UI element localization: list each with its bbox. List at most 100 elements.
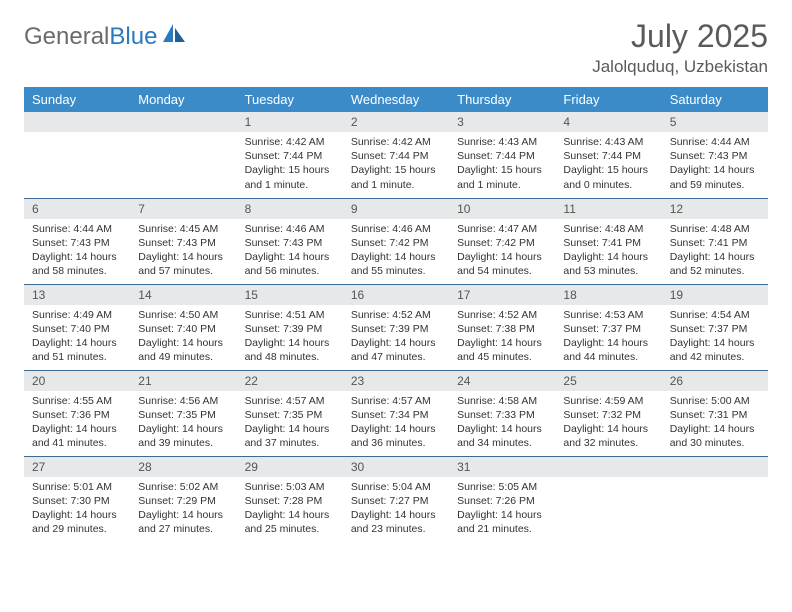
day-number-bar: 15 [237, 285, 343, 305]
day-number-bar: 18 [555, 285, 661, 305]
sunset-text: Sunset: 7:43 PM [670, 149, 760, 163]
logo: GeneralBlue [24, 22, 187, 51]
sunset-text: Sunset: 7:36 PM [32, 408, 122, 422]
sunset-text: Sunset: 7:31 PM [670, 408, 760, 422]
day-content: Sunrise: 4:55 AMSunset: 7:36 PMDaylight:… [24, 391, 130, 455]
sunrise-text: Sunrise: 4:50 AM [138, 308, 228, 322]
sunrise-text: Sunrise: 4:52 AM [351, 308, 441, 322]
sunset-text: Sunset: 7:44 PM [563, 149, 653, 163]
day-content: Sunrise: 4:44 AMSunset: 7:43 PMDaylight:… [24, 219, 130, 283]
day-number-bar: 28 [130, 457, 236, 477]
weekday-header: Thursday [449, 87, 555, 112]
day-content: Sunrise: 4:57 AMSunset: 7:35 PMDaylight:… [237, 391, 343, 455]
sunrise-text: Sunrise: 4:57 AM [245, 394, 335, 408]
day-number-bar: 21 [130, 371, 236, 391]
daylight-text: Daylight: 14 hours and 53 minutes. [563, 250, 653, 278]
day-number-bar [662, 457, 768, 477]
sunrise-text: Sunrise: 4:42 AM [351, 135, 441, 149]
daylight-text: Daylight: 14 hours and 34 minutes. [457, 422, 547, 450]
sunrise-text: Sunrise: 4:57 AM [351, 394, 441, 408]
day-number-bar [555, 457, 661, 477]
calendar-day-cell: 17Sunrise: 4:52 AMSunset: 7:38 PMDayligh… [449, 284, 555, 370]
sunset-text: Sunset: 7:29 PM [138, 494, 228, 508]
daylight-text: Daylight: 14 hours and 58 minutes. [32, 250, 122, 278]
sunrise-text: Sunrise: 4:55 AM [32, 394, 122, 408]
day-content: Sunrise: 4:49 AMSunset: 7:40 PMDaylight:… [24, 305, 130, 369]
sunset-text: Sunset: 7:43 PM [138, 236, 228, 250]
sunrise-text: Sunrise: 4:58 AM [457, 394, 547, 408]
calendar-day-cell: 9Sunrise: 4:46 AMSunset: 7:42 PMDaylight… [343, 198, 449, 284]
day-content: Sunrise: 4:46 AMSunset: 7:42 PMDaylight:… [343, 219, 449, 283]
sunrise-text: Sunrise: 4:42 AM [245, 135, 335, 149]
daylight-text: Daylight: 14 hours and 27 minutes. [138, 508, 228, 536]
day-number-bar: 20 [24, 371, 130, 391]
calendar-day-cell [130, 112, 236, 198]
sunrise-text: Sunrise: 5:00 AM [670, 394, 760, 408]
sunrise-text: Sunrise: 5:02 AM [138, 480, 228, 494]
calendar-day-cell: 14Sunrise: 4:50 AMSunset: 7:40 PMDayligh… [130, 284, 236, 370]
day-content: Sunrise: 4:54 AMSunset: 7:37 PMDaylight:… [662, 305, 768, 369]
sunrise-text: Sunrise: 4:53 AM [563, 308, 653, 322]
sunset-text: Sunset: 7:41 PM [563, 236, 653, 250]
day-number-bar: 26 [662, 371, 768, 391]
day-content: Sunrise: 5:01 AMSunset: 7:30 PMDaylight:… [24, 477, 130, 541]
day-content: Sunrise: 4:48 AMSunset: 7:41 PMDaylight:… [555, 219, 661, 283]
day-content: Sunrise: 4:43 AMSunset: 7:44 PMDaylight:… [555, 132, 661, 196]
sunrise-text: Sunrise: 4:49 AM [32, 308, 122, 322]
calendar-day-cell: 21Sunrise: 4:56 AMSunset: 7:35 PMDayligh… [130, 370, 236, 456]
calendar-day-cell: 22Sunrise: 4:57 AMSunset: 7:35 PMDayligh… [237, 370, 343, 456]
weekday-header: Tuesday [237, 87, 343, 112]
day-number-bar: 7 [130, 199, 236, 219]
sunrise-text: Sunrise: 5:04 AM [351, 480, 441, 494]
day-number-bar: 22 [237, 371, 343, 391]
daylight-text: Daylight: 14 hours and 47 minutes. [351, 336, 441, 364]
sunset-text: Sunset: 7:38 PM [457, 322, 547, 336]
sunset-text: Sunset: 7:39 PM [245, 322, 335, 336]
daylight-text: Daylight: 14 hours and 54 minutes. [457, 250, 547, 278]
calendar-day-cell: 8Sunrise: 4:46 AMSunset: 7:43 PMDaylight… [237, 198, 343, 284]
sunrise-text: Sunrise: 4:46 AM [245, 222, 335, 236]
calendar-day-cell: 6Sunrise: 4:44 AMSunset: 7:43 PMDaylight… [24, 198, 130, 284]
calendar-day-cell: 5Sunrise: 4:44 AMSunset: 7:43 PMDaylight… [662, 112, 768, 198]
day-content: Sunrise: 5:04 AMSunset: 7:27 PMDaylight:… [343, 477, 449, 541]
calendar-day-cell: 31Sunrise: 5:05 AMSunset: 7:26 PMDayligh… [449, 456, 555, 542]
sunrise-text: Sunrise: 4:48 AM [563, 222, 653, 236]
day-number-bar: 8 [237, 199, 343, 219]
sunrise-text: Sunrise: 4:51 AM [245, 308, 335, 322]
day-number-bar: 24 [449, 371, 555, 391]
sunrise-text: Sunrise: 4:56 AM [138, 394, 228, 408]
day-content: Sunrise: 5:02 AMSunset: 7:29 PMDaylight:… [130, 477, 236, 541]
sunset-text: Sunset: 7:43 PM [245, 236, 335, 250]
sunset-text: Sunset: 7:34 PM [351, 408, 441, 422]
daylight-text: Daylight: 14 hours and 49 minutes. [138, 336, 228, 364]
calendar-week-row: 27Sunrise: 5:01 AMSunset: 7:30 PMDayligh… [24, 456, 768, 542]
sunset-text: Sunset: 7:30 PM [32, 494, 122, 508]
weekday-header: Friday [555, 87, 661, 112]
daylight-text: Daylight: 15 hours and 1 minute. [245, 163, 335, 191]
sunset-text: Sunset: 7:35 PM [138, 408, 228, 422]
weekday-header: Wednesday [343, 87, 449, 112]
calendar-page: GeneralBlue July 2025 Jalolquduq, Uzbeki… [0, 0, 792, 560]
day-content: Sunrise: 4:52 AMSunset: 7:38 PMDaylight:… [449, 305, 555, 369]
calendar-day-cell: 10Sunrise: 4:47 AMSunset: 7:42 PMDayligh… [449, 198, 555, 284]
calendar-day-cell: 11Sunrise: 4:48 AMSunset: 7:41 PMDayligh… [555, 198, 661, 284]
day-content: Sunrise: 4:59 AMSunset: 7:32 PMDaylight:… [555, 391, 661, 455]
sunset-text: Sunset: 7:39 PM [351, 322, 441, 336]
sunset-text: Sunset: 7:37 PM [563, 322, 653, 336]
calendar-day-cell: 13Sunrise: 4:49 AMSunset: 7:40 PMDayligh… [24, 284, 130, 370]
day-number-bar: 13 [24, 285, 130, 305]
calendar-day-cell: 25Sunrise: 4:59 AMSunset: 7:32 PMDayligh… [555, 370, 661, 456]
sunset-text: Sunset: 7:26 PM [457, 494, 547, 508]
calendar-day-cell [662, 456, 768, 542]
day-content: Sunrise: 4:47 AMSunset: 7:42 PMDaylight:… [449, 219, 555, 283]
calendar-day-cell [24, 112, 130, 198]
day-content: Sunrise: 4:58 AMSunset: 7:33 PMDaylight:… [449, 391, 555, 455]
sunset-text: Sunset: 7:35 PM [245, 408, 335, 422]
day-content: Sunrise: 4:48 AMSunset: 7:41 PMDaylight:… [662, 219, 768, 283]
day-number-bar: 5 [662, 112, 768, 132]
calendar-day-cell [555, 456, 661, 542]
daylight-text: Daylight: 14 hours and 37 minutes. [245, 422, 335, 450]
day-number-bar: 2 [343, 112, 449, 132]
day-content: Sunrise: 4:45 AMSunset: 7:43 PMDaylight:… [130, 219, 236, 283]
day-number-bar: 11 [555, 199, 661, 219]
